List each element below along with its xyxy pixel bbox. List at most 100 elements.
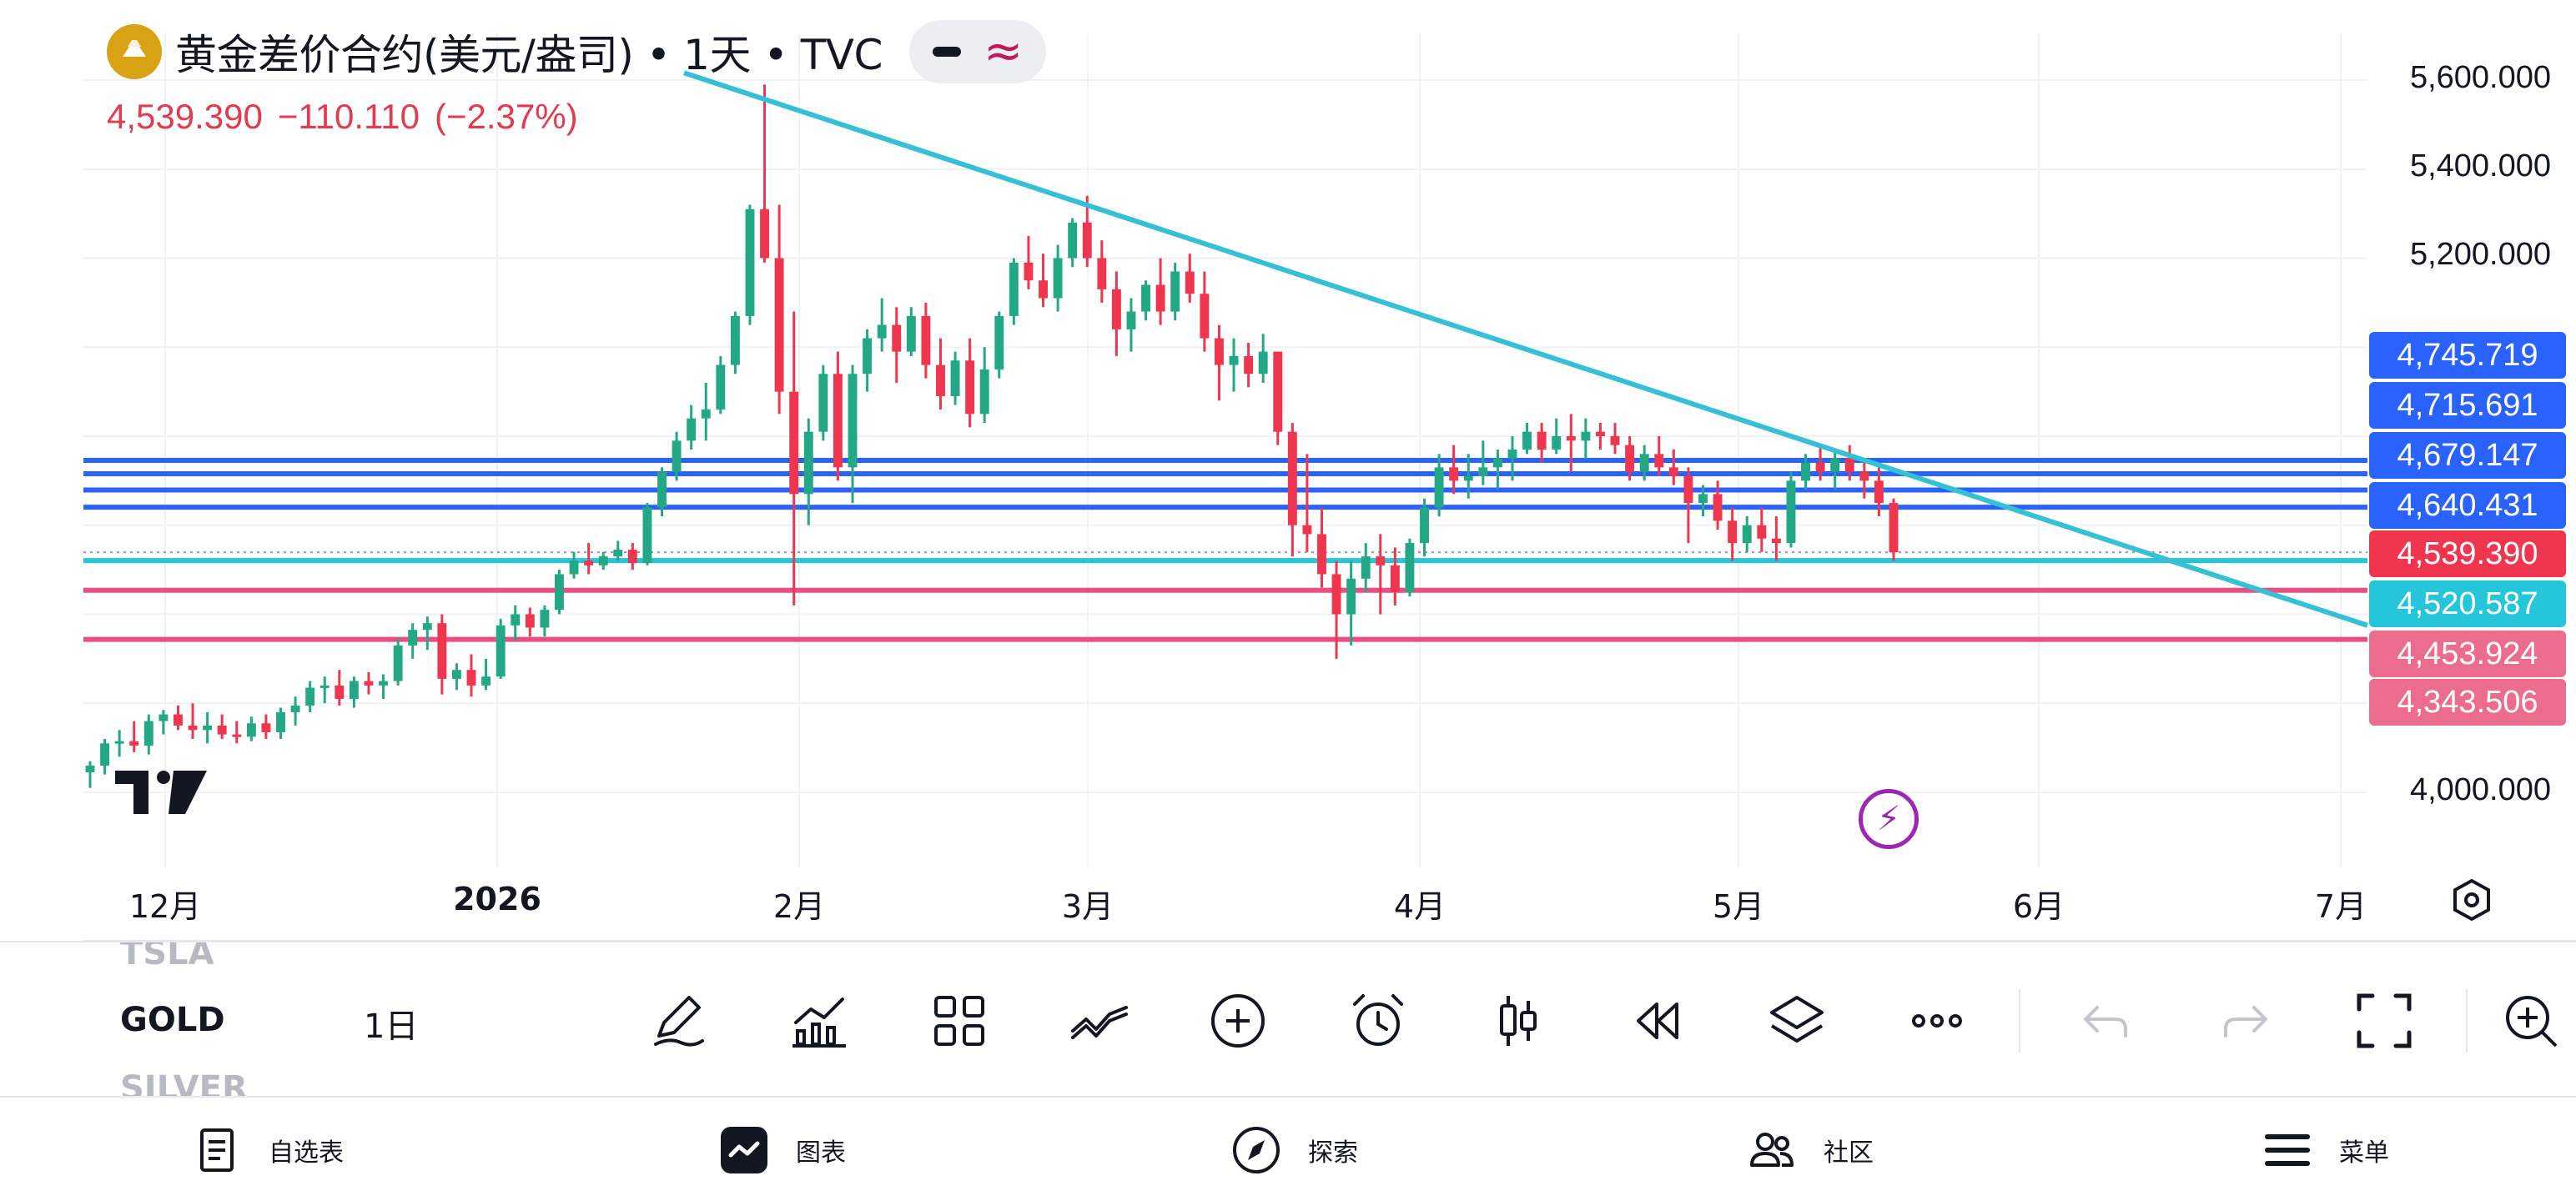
- nav-watchlist[interactable]: 自选表: [192, 1098, 344, 1201]
- candle-body: [892, 324, 902, 352]
- candle-body: [1420, 507, 1429, 544]
- price-tag: 4,715.691: [2369, 382, 2566, 429]
- indicators-button[interactable]: [777, 979, 861, 1063]
- candle-body: [994, 315, 1004, 369]
- candle-body: [217, 725, 227, 735]
- candle-body: [129, 741, 139, 746]
- candle-body: [555, 574, 564, 611]
- symbol-item-gold[interactable]: GOLD: [120, 1001, 225, 1039]
- candle-body: [114, 741, 124, 744]
- price-tag: 4,745.719: [2369, 332, 2566, 379]
- fullscreen-button[interactable]: [2342, 979, 2426, 1063]
- compare-button[interactable]: [1058, 979, 1141, 1063]
- redo-button[interactable]: [2204, 979, 2287, 1063]
- symbol-switcher[interactable]: TSLA GOLD SILVER: [83, 942, 334, 1096]
- candle-body: [1346, 578, 1356, 615]
- chart-type-button[interactable]: [1477, 979, 1560, 1063]
- candlestick-icon: [1500, 996, 1537, 1046]
- candle-body: [1463, 476, 1473, 481]
- gold-symbol-icon[interactable]: [107, 24, 162, 79]
- candle-body: [1889, 503, 1899, 553]
- symbol-title[interactable]: 黄金差价合约(美元/盎司) • 1天 • TVC: [175, 31, 883, 79]
- object-tree-button[interactable]: [1755, 979, 1839, 1063]
- candle-body: [1287, 431, 1297, 525]
- header-controls: ≈: [908, 20, 1046, 83]
- drawing-tool-button[interactable]: [637, 979, 721, 1063]
- interval-selector[interactable]: 1日: [364, 1008, 419, 1046]
- more-icon: [1912, 1014, 1962, 1028]
- candle-body: [1273, 351, 1283, 432]
- x-tick: 2026: [453, 881, 541, 917]
- candle-body: [1376, 556, 1386, 565]
- community-icon: [1750, 1133, 1794, 1167]
- symbol-item-tsla[interactable]: TSLA: [120, 942, 214, 972]
- undo-button[interactable]: [2064, 979, 2147, 1063]
- compare-icon[interactable]: ≈: [984, 24, 1024, 78]
- axis-settings-icon[interactable]: [2449, 877, 2494, 926]
- candle-body: [598, 556, 608, 565]
- collapse-icon[interactable]: [932, 47, 961, 57]
- menu-icon: [2265, 1134, 2310, 1166]
- toolbar-divider: [2466, 989, 2468, 1053]
- nav-watchlist-label: 自选表: [269, 1138, 344, 1168]
- candle-body: [1830, 458, 1840, 472]
- candle-body: [1625, 445, 1635, 472]
- candle-body: [877, 324, 887, 339]
- candle-body: [1859, 471, 1869, 481]
- price-change: −110.110: [277, 97, 420, 136]
- candle-body: [1449, 467, 1459, 481]
- indicators-icon: [792, 997, 846, 1048]
- layout-button[interactable]: [918, 979, 1001, 1063]
- chart-header: 黄金差价合约(美元/盎司) • 1天 • TVC ≈: [107, 18, 1046, 85]
- candle-body: [863, 338, 873, 374]
- candle-body: [1126, 311, 1136, 329]
- candle-body: [716, 364, 726, 410]
- candle-body: [1654, 454, 1664, 468]
- candle-body: [584, 560, 594, 565]
- alert-button[interactable]: [1336, 979, 1420, 1063]
- candle-body: [613, 550, 623, 557]
- zoom-button[interactable]: [2499, 979, 2576, 1063]
- candle-body: [1024, 262, 1034, 281]
- nav-community[interactable]: 社区: [1747, 1098, 1874, 1201]
- candle-body: [979, 369, 989, 415]
- price-chart[interactable]: [0, 0, 2576, 941]
- nav-explore[interactable]: 探索: [1231, 1098, 1358, 1201]
- candle-body: [1728, 520, 1738, 544]
- chart-pane[interactable]: 黄金差价合约(美元/盎司) • 1天 • TVC ≈ 4,539.390 −110…: [0, 0, 2576, 941]
- candle-body: [496, 625, 506, 677]
- candle-body: [100, 743, 110, 766]
- more-button[interactable]: [1895, 979, 1979, 1063]
- candle-body: [701, 409, 711, 419]
- nav-community-label: 社区: [1824, 1138, 1874, 1168]
- candle-body: [1844, 458, 1854, 472]
- flash-icon[interactable]: ⚡: [1859, 789, 1919, 849]
- candle-body: [174, 714, 183, 726]
- candle-body: [1053, 258, 1063, 299]
- candle-body: [158, 714, 169, 721]
- y-tick: 5,200.000: [2409, 237, 2551, 272]
- candle-body: [1668, 467, 1678, 477]
- candle-body: [481, 676, 491, 686]
- symbol-item-silver[interactable]: SILVER: [120, 1069, 248, 1096]
- bottom-navigation: 自选表 图表 探索 社区 菜单: [0, 1096, 2576, 1201]
- add-symbol-button[interactable]: [1196, 979, 1280, 1063]
- candle-body: [1434, 467, 1444, 508]
- candle-body: [950, 360, 960, 396]
- plus-circle-icon: [1211, 994, 1265, 1048]
- candle-body: [789, 391, 799, 495]
- price-summary: 4,539.390 −110.110 (−2.37%): [107, 97, 593, 137]
- grid-icon: [934, 996, 984, 1046]
- nav-menu[interactable]: 菜单: [2262, 1098, 2389, 1201]
- candle-body: [246, 723, 256, 737]
- candle-body: [1801, 463, 1810, 481]
- replay-button[interactable]: [1615, 979, 1698, 1063]
- candle-body: [1757, 525, 1767, 539]
- nav-chart[interactable]: 图表: [719, 1098, 846, 1201]
- compass-icon: [1233, 1127, 1280, 1173]
- candle-body: [818, 374, 828, 432]
- candle-body: [379, 681, 388, 686]
- zoom-in-icon: [2506, 996, 2558, 1048]
- x-tick: 12月: [128, 888, 202, 925]
- candle-body: [1786, 480, 1796, 544]
